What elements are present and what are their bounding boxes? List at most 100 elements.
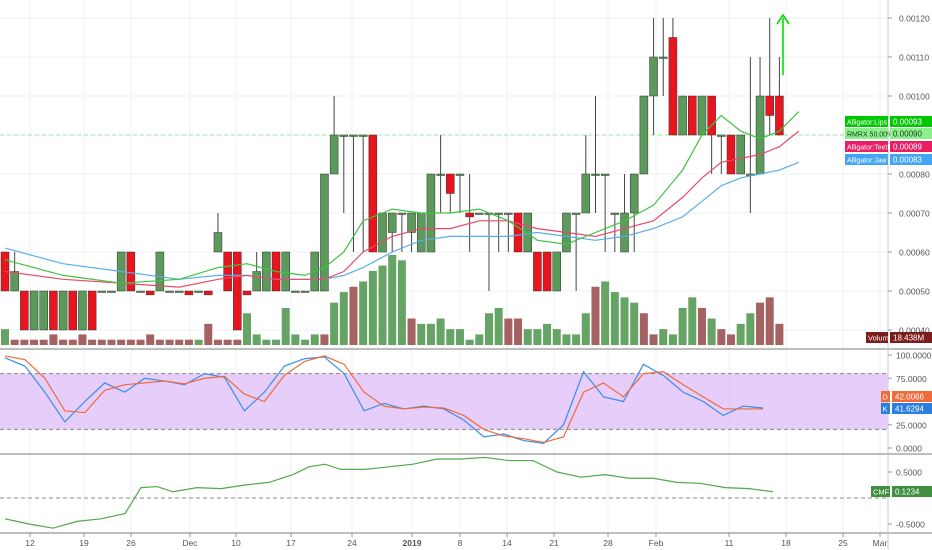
- indicator-value-tag: [890, 128, 932, 139]
- stochastic-tick-label: 100.0000: [896, 351, 932, 361]
- indicator-name: RMRX 50.00%: [847, 132, 893, 139]
- candle-up: [697, 95, 707, 136]
- candle-up: [378, 212, 387, 253]
- volume-bar: [349, 286, 358, 345]
- cmf-tick-label: -0.5000: [896, 520, 925, 530]
- candle-up: [281, 251, 290, 292]
- candle-up: [581, 173, 591, 214]
- x-tick-label: 8: [458, 538, 463, 548]
- volume-bar: [494, 307, 503, 345]
- x-tick-label: 18: [781, 538, 791, 548]
- volume-bar: [175, 339, 184, 345]
- volume-bar: [368, 270, 377, 345]
- x-tick-label: 14: [502, 538, 512, 548]
- volume-bar: [339, 292, 348, 345]
- indicator-name: Alligator:Lips: [847, 120, 888, 127]
- cmf-value: 0.1234: [895, 488, 920, 497]
- volume-bar: [184, 339, 193, 345]
- volume-bar: [736, 323, 745, 345]
- stochastic-k-value: 41.6294: [895, 405, 924, 414]
- candle-up: [475, 212, 484, 215]
- candle-down: [465, 212, 474, 218]
- candle-down: [145, 290, 155, 296]
- volume-bar: [1, 329, 9, 345]
- x-tick-label: 24: [347, 538, 357, 548]
- indicator-value: 0.00089: [893, 143, 922, 152]
- volume-bar: [272, 339, 281, 345]
- volume-bar: [485, 313, 493, 345]
- candle-up: [291, 290, 300, 293]
- volume-bar: [746, 313, 755, 345]
- candle-down: [533, 251, 542, 292]
- candle-up: [136, 290, 145, 293]
- volume-bar: [591, 286, 600, 345]
- volume-bar: [688, 297, 697, 345]
- volume-bar: [436, 318, 445, 345]
- volume-bar: [727, 334, 735, 345]
- candle-up: [629, 173, 639, 214]
- candle-up: [339, 134, 349, 137]
- volume-bar: [49, 334, 58, 345]
- volume-bar: [668, 334, 677, 345]
- candle-down: [775, 95, 784, 136]
- price-tick-label: 0.00040: [899, 326, 930, 336]
- candle-up: [39, 290, 48, 331]
- volume-bar: [59, 339, 68, 345]
- volume-name-tag: [866, 332, 888, 343]
- volume-bar: [117, 339, 126, 345]
- stochastic-d-value: 42.0066: [895, 393, 924, 402]
- candle-up: [610, 212, 620, 215]
- volume-bar: [397, 260, 406, 345]
- candle-up: [678, 95, 687, 136]
- volume-bar: [417, 323, 426, 345]
- indicator-value-tag: [890, 141, 932, 152]
- candle-up: [252, 271, 261, 292]
- volume-bar: [30, 339, 39, 345]
- volume-bar: [20, 339, 29, 345]
- stochastic-k-name: K: [883, 405, 888, 414]
- candle-down: [688, 95, 697, 136]
- candle-down: [242, 290, 252, 296]
- indicator-value-tag: [890, 154, 932, 165]
- candle-up: [523, 212, 532, 253]
- volume-bar: [88, 339, 97, 345]
- stochastic-d-name: D: [883, 393, 889, 402]
- candle-up: [358, 134, 368, 137]
- volume-bar: [756, 302, 765, 345]
- price-tick-label: 0.00120: [899, 14, 930, 24]
- x-tick-label: Mar: [873, 538, 888, 548]
- stochastic-tick-label: 0.0000: [896, 444, 922, 454]
- volume-bar: [475, 334, 484, 345]
- volume-bar: [523, 329, 532, 345]
- candle-down: [20, 290, 29, 331]
- x-tick-label: Feb: [649, 538, 664, 548]
- stochastic-k-value-tag: [892, 403, 932, 414]
- cmf-value-tag: [892, 486, 932, 497]
- candle-up: [387, 212, 397, 233]
- volume-bar: [68, 339, 77, 345]
- volume-bar: [10, 339, 19, 345]
- volume-bar: [649, 334, 658, 345]
- candle-down: [668, 37, 678, 136]
- candle-up: [436, 173, 445, 176]
- candle-up: [591, 173, 600, 176]
- candle-up: [494, 212, 503, 215]
- volume-bar: [455, 329, 464, 345]
- volume-bar: [620, 297, 629, 345]
- alligator-jaw-line: [4, 161, 799, 280]
- candle-up: [639, 95, 649, 175]
- volume-value-tag: [890, 332, 932, 343]
- indicator-value: 0.00093: [893, 118, 922, 127]
- volume-bar: [533, 329, 542, 345]
- volume-bar: [146, 334, 155, 345]
- candle-up: [755, 95, 765, 175]
- candle-up: [300, 290, 310, 293]
- candle-up: [349, 134, 358, 137]
- stochastic-tick-label: 25.0000: [896, 420, 927, 430]
- candle-up: [600, 173, 610, 176]
- volume-bar: [359, 281, 368, 345]
- alligator-teeth-line: [4, 130, 800, 288]
- candle-up: [78, 290, 87, 331]
- volume-bar: [707, 318, 716, 345]
